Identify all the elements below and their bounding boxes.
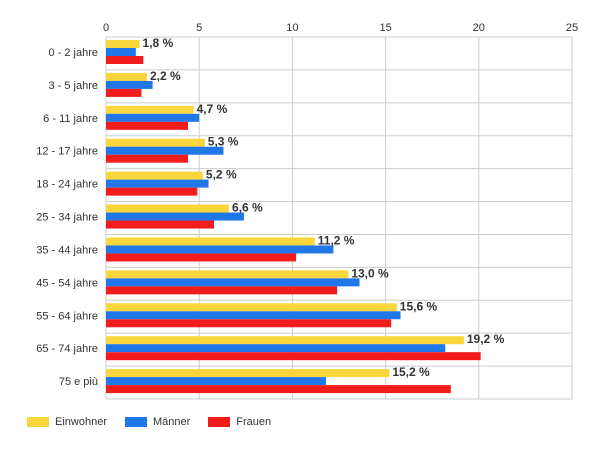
x-axis-ticks: 0 5 10 15 20 25 — [103, 22, 578, 34]
bar — [106, 220, 215, 229]
legend: Einwohner Männer Frauen — [27, 416, 289, 428]
data-labels: 1,8 % 2,2 % 4,7 % 5,3 % 5,2 % 6,6 % 11,2 % 13,0… — [143, 36, 505, 379]
data-label: 2,2 % — [150, 69, 181, 83]
legend-swatch — [124, 417, 147, 427]
bar — [106, 385, 451, 394]
bar — [106, 311, 401, 320]
legend-item: Einwohner — [27, 416, 107, 428]
bar — [106, 303, 397, 312]
category-label: 0 - 2 jahre — [48, 47, 98, 59]
bar — [106, 369, 390, 378]
data-label: 19,2 % — [467, 332, 505, 346]
data-label: 1,8 % — [143, 36, 174, 50]
bars — [106, 40, 481, 394]
data-label: 5,2 % — [206, 168, 237, 182]
bar — [106, 286, 338, 295]
bar — [106, 270, 349, 279]
bar — [106, 204, 230, 213]
bar — [106, 72, 148, 81]
bar — [106, 56, 144, 64]
bar — [106, 138, 205, 147]
x-tick-label: 15 — [379, 22, 391, 34]
bar — [106, 105, 194, 114]
data-label: 15,6 % — [400, 299, 438, 313]
category-label: 25 - 34 jahre — [36, 212, 98, 224]
bar — [106, 253, 297, 262]
x-tick-label: 0 — [103, 22, 109, 34]
data-label: 5,3 % — [208, 135, 239, 149]
category-label: 18 - 24 jahre — [36, 179, 98, 191]
category-label: 55 - 64 jahre — [36, 310, 98, 322]
bar — [106, 319, 392, 328]
bar — [106, 154, 189, 163]
category-label: 45 - 54 jahre — [36, 277, 98, 289]
legend-swatch — [208, 417, 231, 427]
bar — [106, 48, 136, 56]
legend-item: Männer — [124, 416, 191, 428]
bar — [106, 121, 189, 130]
bar — [106, 336, 464, 345]
bar — [106, 212, 244, 221]
category-label: 75 e più — [59, 376, 98, 388]
bar — [106, 113, 200, 122]
legend-label: Frauen — [236, 416, 272, 428]
x-tick-label: 10 — [286, 22, 298, 34]
legend-swatch — [27, 417, 49, 427]
bar — [106, 40, 140, 48]
bar — [106, 245, 334, 254]
data-label: 4,7 % — [197, 102, 228, 116]
grid-lines — [105, 36, 573, 400]
y-axis-categories: 0 - 2 jahre 3 - 5 jahre 6 - 11 jahre 12 - 1… — [36, 47, 98, 388]
bar — [106, 344, 446, 353]
x-tick-label: 20 — [473, 22, 485, 34]
bar — [106, 278, 360, 287]
bar — [106, 146, 224, 155]
bar — [106, 352, 481, 361]
category-label: 65 - 74 jahre — [36, 343, 98, 355]
bar — [106, 88, 142, 97]
category-label: 35 - 44 jahre — [36, 244, 98, 256]
bar — [106, 171, 203, 180]
x-tick-label: 5 — [196, 22, 202, 34]
bar — [106, 179, 209, 188]
bar — [106, 80, 153, 89]
category-label: 6 - 11 jahre — [43, 113, 98, 125]
bar — [106, 187, 198, 196]
bar — [106, 237, 315, 246]
legend-label: Einwohner — [55, 416, 107, 428]
category-label: 3 - 5 jahre — [48, 80, 98, 92]
category-label: 12 - 17 jahre — [36, 146, 98, 158]
legend-label: Männer — [152, 416, 191, 428]
data-label: 11,2 % — [318, 233, 355, 247]
x-tick-label: 25 — [566, 22, 578, 34]
legend-item: Frauen — [208, 416, 271, 428]
bar — [106, 377, 326, 386]
data-label: 13,0 % — [351, 266, 389, 280]
data-label: 6,6 % — [232, 201, 263, 215]
data-label: 15,2 % — [392, 365, 430, 379]
